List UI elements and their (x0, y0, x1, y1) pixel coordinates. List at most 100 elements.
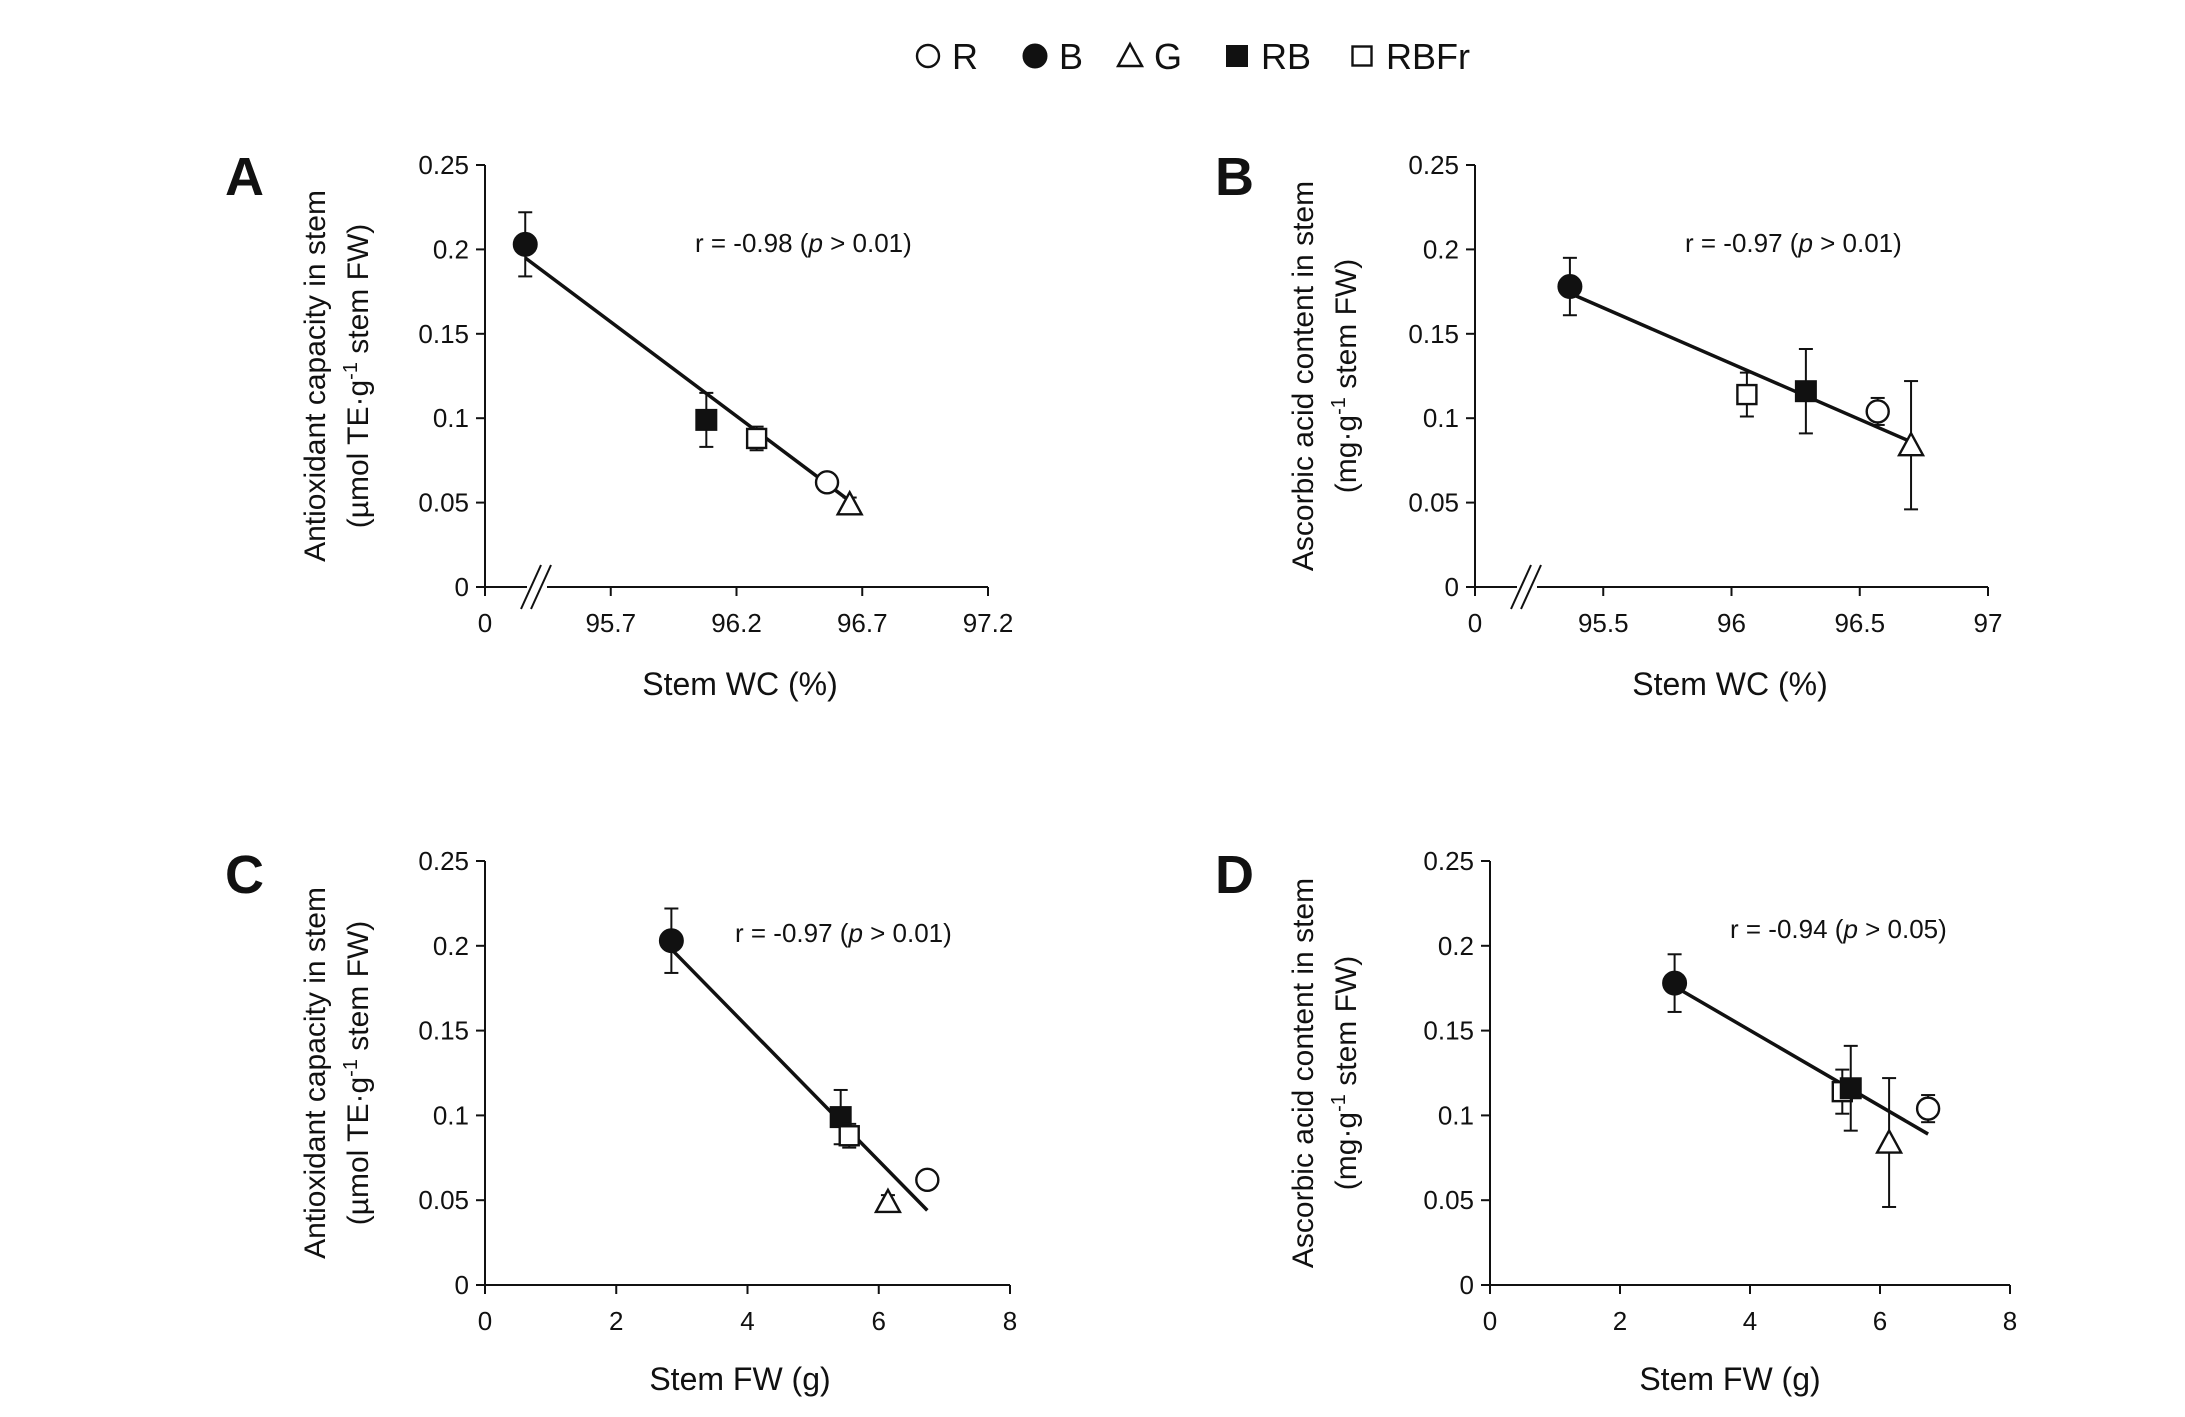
legend-label-rbfr: RBFr (1386, 36, 1470, 77)
correlation-annotation: r = -0.98 (p > 0.01) (695, 228, 912, 258)
legend-marker-rb (1226, 45, 1248, 67)
y-axis-title-line2: (µmol TE·g-1 stem FW) (340, 921, 375, 1226)
point-rbfr (838, 1125, 860, 1147)
y-tick-label: 0.2 (1438, 931, 1474, 961)
y-axis-title-line1: Antioxidant capacity in stem (299, 887, 332, 1259)
chart-panels: 0 0.05 0.1 0.15 0.2 0.25 0 95.7 96.2 96.7 97.2 A Ant… (225, 147, 2017, 1397)
legend-marker-rbfr (1351, 45, 1373, 67)
regression-line (1673, 984, 1929, 1136)
y-axis-title-pre: (µmol TE·g (342, 380, 375, 528)
legend-item-rbfr: RBFr (1351, 36, 1470, 77)
correlation-p-var: p (847, 918, 862, 948)
correlation-p-var: p (1842, 914, 1857, 944)
y-axis-title-pre: (mg·g (1330, 415, 1363, 493)
x-tick-label: 2 (1613, 1306, 1627, 1336)
y-axis-title-sup: -1 (340, 362, 362, 380)
axis-break-mark (1520, 564, 1542, 610)
y-tick-label: 0.1 (433, 403, 469, 433)
x-tick-label: 4 (740, 1306, 754, 1336)
y-tick-label: 0.1 (1438, 1100, 1474, 1130)
correlation-r: r = -0.97 ( (735, 918, 849, 948)
x-tick-label: 97 (1974, 608, 2003, 638)
x-tick-label: 4 (1743, 1306, 1757, 1336)
y-tick-label: 0 (1460, 1270, 1474, 1300)
y-tick-label: 0.15 (1408, 319, 1459, 349)
legend-marker-g (1115, 41, 1145, 68)
y-tick-label: 0 (1445, 572, 1459, 602)
correlation-r: r = -0.98 ( (695, 228, 809, 258)
point-rb (1839, 1077, 1862, 1100)
panel-d: 0 0.05 0.1 0.15 0.2 0.25 0 2 4 6 8 D Ascorbic acid c… (1215, 845, 2017, 1397)
point-g (873, 1187, 902, 1214)
y-tick-label: 0.1 (433, 1100, 469, 1130)
y-axis-title-post: stem FW) (342, 921, 375, 1059)
y-tick-label: 0.25 (418, 846, 469, 876)
y-axis-title-line1: Ascorbic acid content in stem (1287, 878, 1320, 1268)
y-axis-title-sup: -1 (1328, 397, 1350, 415)
point-b (1662, 970, 1688, 996)
correlation-p: > 0.05) (1858, 914, 1947, 944)
legend-label-r: R (952, 36, 978, 77)
y-axis-title-line2: (µmol TE·g-1 stem FW) (340, 224, 375, 529)
point-r (1915, 1096, 1941, 1121)
y-axis-title-post: stem FW) (342, 224, 375, 362)
correlation-annotation: r = -0.97 (p > 0.01) (1685, 228, 1902, 258)
legend-item-r: R (915, 36, 978, 77)
x-tick-label: 0 (1483, 1306, 1497, 1336)
legend-item-rb: RB (1226, 36, 1311, 77)
y-axis-title-pre: (mg·g (1330, 1112, 1363, 1190)
y-tick-label: 0 (455, 1270, 469, 1300)
y-tick-label: 0.25 (418, 150, 469, 180)
x-tick-label: 6 (872, 1306, 886, 1336)
x-axis-title: Stem WC (%) (642, 666, 838, 702)
x-tick-label: 97.2 (963, 608, 1014, 638)
point-g (835, 489, 864, 516)
x-tick-label: 8 (2003, 1306, 2017, 1336)
panel-label: B (1215, 147, 1254, 207)
y-axis-title-post: stem FW) (1330, 259, 1363, 397)
x-tick-label: 96.5 (1834, 608, 1885, 638)
x-tick-label: 0 (478, 608, 492, 638)
y-tick-label: 0.15 (1423, 1016, 1474, 1046)
x-tick-label: 95.5 (1578, 608, 1629, 638)
y-axis-title-pre: (µmol TE·g (342, 1077, 375, 1225)
y-tick-label: 0.25 (1408, 150, 1459, 180)
x-axis-title: Stem FW (g) (1639, 1361, 1820, 1397)
point-g (1897, 430, 1926, 457)
regression-line (524, 256, 851, 503)
y-axis-title-sup: -1 (340, 1059, 362, 1077)
point-r (1865, 399, 1890, 424)
panel-label: A (225, 147, 264, 207)
correlation-p: > 0.01) (1813, 228, 1902, 258)
x-tick-label: 96 (1717, 608, 1746, 638)
point-rb (1794, 380, 1817, 403)
correlation-r: r = -0.97 ( (1685, 228, 1799, 258)
correlation-p-var: p (807, 228, 822, 258)
x-tick-label: 95.7 (585, 608, 636, 638)
point-r (814, 470, 840, 495)
y-axis-title-sup: -1 (1328, 1094, 1350, 1112)
x-tick-label: 8 (1003, 1306, 1017, 1336)
panel-b: 0 0.05 0.1 0.15 0.2 0.25 0 95.5 96 96.5 97 B Ascorbi… (1215, 147, 2002, 702)
x-tick-label: 96.7 (837, 608, 888, 638)
correlation-annotation: r = -0.97 (p > 0.01) (735, 918, 952, 948)
y-axis-title-line1: Ascorbic acid content in stem (1287, 181, 1320, 571)
y-tick-label: 0.05 (418, 1185, 469, 1215)
y-tick-label: 0.15 (418, 1016, 469, 1046)
legend-item-g: G (1115, 36, 1182, 77)
panel-c: 0 0.05 0.1 0.15 0.2 0.25 0 2 4 6 8 C Antioxidant cap… (225, 845, 1017, 1397)
regression-line (1569, 291, 1912, 444)
legend-label-b: B (1059, 36, 1083, 77)
correlation-annotation: r = -0.94 (p > 0.05) (1730, 914, 1947, 944)
y-tick-label: 0.2 (433, 234, 469, 264)
y-tick-label: 0.15 (418, 319, 469, 349)
point-g (1875, 1128, 1904, 1154)
point-rb (695, 408, 718, 431)
y-tick-label: 0.2 (433, 931, 469, 961)
correlation-r: r = -0.94 ( (1730, 914, 1844, 944)
x-tick-label: 0 (1468, 608, 1482, 638)
correlation-p: > 0.01) (823, 228, 912, 258)
panel-a: 0 0.05 0.1 0.15 0.2 0.25 0 95.7 96.2 96.7 97.2 A Ant… (225, 147, 1013, 702)
point-rbfr (1736, 383, 1758, 406)
point-r (915, 1167, 940, 1193)
